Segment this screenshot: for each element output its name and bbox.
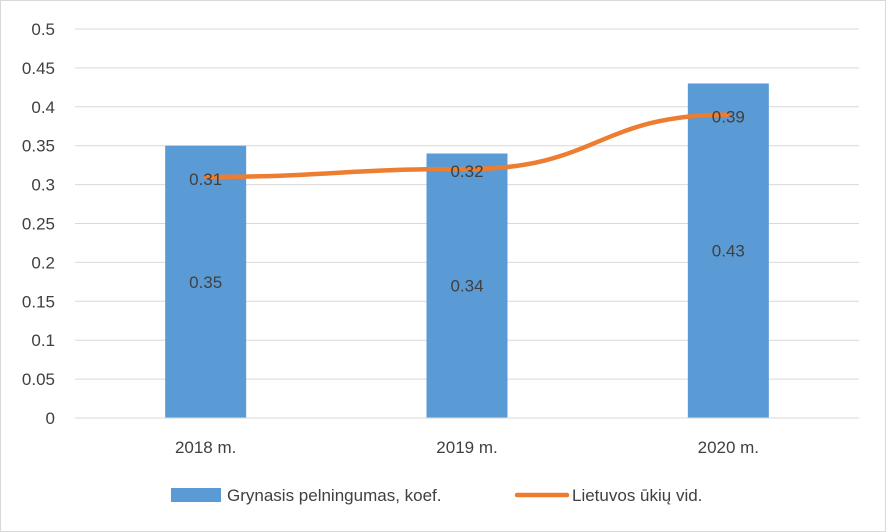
line-data-label: 0.32 bbox=[450, 162, 483, 181]
y-tick-label: 0 bbox=[46, 409, 55, 428]
series-line bbox=[203, 112, 731, 180]
y-tick-label: 0.45 bbox=[22, 59, 55, 78]
bar bbox=[426, 153, 508, 419]
bar-series bbox=[165, 83, 769, 419]
y-tick-label: 0.25 bbox=[22, 215, 55, 234]
x-tick-label: 2018 m. bbox=[175, 438, 236, 457]
bar-data-label: 0.43 bbox=[712, 242, 745, 261]
x-axis: 2018 m. 2019 m. 2020 m. bbox=[75, 417, 859, 457]
bar bbox=[687, 83, 769, 419]
y-tick-label: 0.4 bbox=[31, 98, 55, 117]
bar bbox=[165, 145, 247, 418]
legend-swatch-bar bbox=[171, 488, 221, 502]
y-tick-label: 0.3 bbox=[31, 176, 55, 195]
bar-data-label: 0.35 bbox=[189, 273, 222, 292]
y-tick-label: 0.1 bbox=[31, 331, 55, 350]
bar-data-label: 0.34 bbox=[450, 277, 483, 296]
line-data-label: 0.31 bbox=[189, 170, 222, 189]
y-tick-label: 0.2 bbox=[31, 253, 55, 272]
data-labels: 0.35 0.34 0.43 0.31 0.32 0.39 bbox=[189, 108, 745, 296]
y-tick-label: 0.15 bbox=[22, 292, 55, 311]
legend: Grynasis pelningumas, koef. Lietuvos ūkių… bbox=[171, 486, 702, 505]
line-series bbox=[203, 112, 731, 180]
legend-label-bar: Grynasis pelningumas, koef. bbox=[227, 486, 442, 505]
y-tick-label: 0.35 bbox=[22, 137, 55, 156]
y-tick-label: 0.05 bbox=[22, 370, 55, 389]
x-tick-label: 2019 m. bbox=[436, 438, 497, 457]
y-axis: 0 0.05 0.1 0.15 0.2 0.25 0.3 0.35 0.4 0.45 0.5 bbox=[22, 20, 55, 428]
x-tick-label: 2020 m. bbox=[698, 438, 759, 457]
y-tick-label: 0.5 bbox=[31, 20, 55, 39]
legend-label-line: Lietuvos ūkių vid. bbox=[572, 486, 702, 505]
line-data-label: 0.39 bbox=[712, 108, 745, 127]
